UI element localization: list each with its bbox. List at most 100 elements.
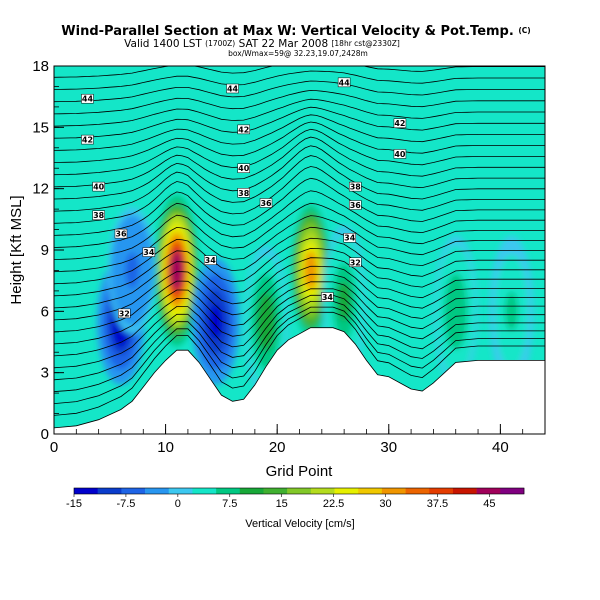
colorbar: -15 -7.5 0 7.5 15 22.5 30 37.5 45: [66, 487, 525, 510]
contour-label-text: 32: [119, 309, 130, 318]
colorbar-tick-label: 45: [483, 498, 495, 510]
subtitle-date: SAT 22 Mar 2008: [239, 38, 329, 50]
colorbar-tick-label: 0: [175, 498, 181, 510]
theta-contour-line: [54, 190, 545, 248]
colorbar-swatch: [97, 488, 122, 494]
colorbar-swatch: [192, 488, 217, 494]
theta-contour-line: [54, 70, 545, 90]
contour-label-box: [114, 228, 128, 239]
theta-contour-label: 38: [237, 188, 250, 198]
x-axis-label: Grid Point: [266, 463, 334, 480]
contour-label-box: [142, 247, 156, 257]
theta-contour-label: 44: [81, 93, 94, 104]
theta-contour-line: [54, 166, 545, 224]
contour-label-text: 36: [350, 201, 362, 210]
velocity-level: [449, 291, 463, 331]
chart-title: Wind-Parallel Section at Max W: Vertical…: [61, 24, 530, 39]
theta-contour-line: [54, 273, 545, 345]
contour-label-text: 34: [205, 256, 217, 265]
contour-label-text: 40: [238, 164, 250, 173]
subtitle-main: Valid 1400 LST: [124, 38, 202, 50]
chart-subtitle-valid: Valid 1400 LST (1700Z) SAT 22 Mar 2008 […: [124, 38, 400, 50]
theta-contour-label: 40: [393, 149, 407, 159]
colorbar-swatch: [121, 488, 146, 494]
theta-contours: [54, 66, 545, 416]
theta-contour-line: [54, 80, 545, 103]
theta-contour-label: 34: [321, 292, 334, 302]
plot-area: [54, 66, 545, 434]
colorbar-swatch: [74, 488, 98, 494]
contour-label-text: 42: [394, 119, 405, 128]
x-tick-label: 30: [380, 439, 397, 456]
colorbar-tick-label: 30: [379, 498, 391, 510]
contour-label-text: 40: [93, 183, 105, 192]
velocity-level: [259, 301, 273, 342]
theta-contour-line: [54, 89, 545, 115]
colorbar-tick-label: 7.5: [222, 498, 237, 510]
velocity-cell: [433, 235, 478, 387]
contour-label-text: 44: [339, 78, 351, 87]
theta-contour-label: 34: [203, 255, 217, 265]
theta-contour-label: 42: [81, 134, 94, 145]
contour-label-box: [343, 232, 356, 243]
theta-contour-line: [54, 301, 545, 393]
theta-contour-line: [54, 121, 545, 163]
contour-label-box: [237, 163, 250, 173]
theta-contour-line: [54, 281, 545, 357]
colorbar-swatch: [452, 488, 477, 494]
theta-contour-label: 42: [393, 118, 407, 128]
contour-label-box: [92, 210, 105, 220]
theta-contour-label: 44: [337, 77, 351, 88]
contour-label-box: [118, 308, 131, 319]
y-axis-label: Height [Kft MSL]: [8, 195, 25, 304]
theta-contour-label: 40: [237, 163, 250, 173]
contour-label-box: [321, 292, 334, 302]
theta-contour-label: 44: [226, 83, 239, 93]
theta-contour-line: [54, 106, 545, 139]
theta-contour-label: 36: [349, 200, 362, 210]
colorbar-swatch: [168, 488, 193, 494]
velocity-level: [304, 250, 318, 291]
subtitle-run: [18hr cst@2330Z]: [331, 39, 399, 48]
theta-contour-label: 38: [349, 181, 362, 192]
theta-contour-label: 34: [142, 247, 156, 257]
contour-label-box: [92, 181, 105, 192]
theta-contour-line: [54, 265, 545, 333]
theta-contour-label: 38: [92, 210, 105, 220]
colorbar-swatch: [263, 488, 288, 494]
y-tick-label: 15: [32, 119, 49, 136]
contour-label-box: [337, 77, 351, 88]
contour-label-text: 36: [115, 230, 127, 239]
colorbar-swatch: [405, 488, 430, 494]
y-tick-label: 12: [32, 181, 49, 198]
contour-label-text: 38: [93, 211, 105, 220]
colorbar-swatch: [239, 488, 264, 494]
colorbar-frame: [73, 487, 525, 495]
theta-contour-label: 40: [92, 181, 105, 192]
theta-contour-line: [54, 128, 545, 176]
theta-contour-label: 34: [343, 232, 356, 243]
colorbar-swatch: [476, 488, 501, 494]
theta-contour-line: [54, 98, 545, 127]
theta-contour-label: 36: [114, 228, 128, 239]
theta-contour-line: [54, 136, 545, 188]
contour-label-text: 40: [394, 150, 406, 159]
colorbar-tick-label: 37.5: [427, 498, 448, 510]
contour-label-box: [259, 198, 273, 208]
theta-contour-line: [54, 247, 545, 309]
colorbar-swatch: [381, 488, 406, 494]
contour-label-box: [349, 257, 362, 268]
theta-contour-line: [54, 114, 545, 151]
contour-label-text: 36: [260, 199, 272, 208]
theta-contour-line: [54, 288, 545, 369]
colorbar-swatch: [500, 488, 525, 494]
theta-contour-line: [54, 237, 545, 297]
velocity-cell: [191, 258, 240, 385]
theta-contour-label: 42: [237, 124, 250, 134]
colorbar-swatch: [287, 488, 312, 494]
contour-label-text: 44: [227, 84, 239, 93]
theta-contour-line: [54, 145, 545, 200]
contour-label-text: 42: [238, 125, 249, 134]
contour-label-text: 32: [350, 258, 361, 267]
